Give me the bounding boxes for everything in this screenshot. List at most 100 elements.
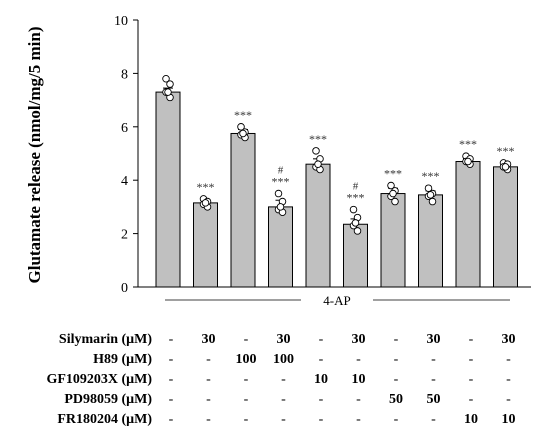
bar bbox=[343, 223, 368, 288]
data-point bbox=[349, 205, 358, 214]
significance-stars: *** bbox=[309, 132, 327, 146]
significance-stars: *** bbox=[459, 137, 477, 151]
treatment-value: 30 bbox=[427, 332, 441, 347]
y-tick-label: 10 bbox=[114, 14, 128, 29]
y-tick-label: 0 bbox=[121, 281, 128, 296]
treatment-value: - bbox=[206, 412, 211, 427]
data-points bbox=[162, 74, 512, 235]
data-point bbox=[426, 191, 435, 199]
group-label: 4-AP bbox=[323, 293, 350, 308]
significance-stars: *** bbox=[422, 169, 440, 183]
data-point bbox=[239, 129, 247, 138]
treatment-value: - bbox=[281, 392, 286, 407]
data-point bbox=[387, 181, 395, 190]
treatment-table: Silymarin (μM) - 30 - 30 - 30 - 30 - 30 H89 (μM) - - 1… bbox=[46, 332, 515, 427]
hash-marker: # bbox=[353, 181, 359, 193]
treatment-label: H89 (μM) bbox=[93, 352, 152, 367]
treatment-value: 30 bbox=[277, 332, 291, 347]
data-point bbox=[391, 197, 399, 206]
treatment-label: GF109203X (μM) bbox=[46, 372, 152, 387]
data-point bbox=[464, 157, 472, 166]
axis-frame bbox=[137, 20, 531, 288]
treatment-value: - bbox=[281, 412, 286, 427]
treatment-value: 30 bbox=[202, 332, 216, 347]
treatment-value: - bbox=[169, 332, 174, 347]
y-tick-label: 8 bbox=[121, 67, 128, 82]
treatment-value: - bbox=[506, 372, 511, 387]
treatment-value: - bbox=[469, 372, 474, 387]
data-point bbox=[351, 219, 360, 227]
treatment-value: 30 bbox=[352, 332, 366, 347]
treatment-value: - bbox=[319, 392, 324, 407]
bar bbox=[493, 166, 518, 288]
treatment-value: - bbox=[244, 372, 249, 387]
bar bbox=[455, 161, 481, 288]
data-point bbox=[312, 147, 320, 155]
data-point bbox=[424, 184, 433, 192]
bar bbox=[380, 193, 406, 288]
treatment-value: - bbox=[169, 352, 174, 367]
treatment-value: - bbox=[356, 392, 361, 407]
significance-stars: *** bbox=[347, 191, 365, 205]
treatment-value: 100 bbox=[273, 352, 294, 367]
bar bbox=[418, 194, 443, 288]
treatment-value: 50 bbox=[427, 392, 441, 407]
treatment-value: 10 bbox=[352, 372, 366, 387]
treatment-value: - bbox=[394, 332, 399, 347]
treatment-value: - bbox=[356, 352, 361, 367]
y-tick-label: 4 bbox=[121, 174, 128, 189]
significance-stars: *** bbox=[272, 175, 290, 189]
treatment-value: 10 bbox=[464, 412, 478, 427]
bar bbox=[155, 91, 181, 288]
y-tick-label: 2 bbox=[121, 228, 128, 243]
treatment-value: - bbox=[169, 412, 174, 427]
data-point bbox=[428, 197, 437, 206]
treatment-value: 10 bbox=[502, 412, 516, 427]
treatment-value: 100 bbox=[236, 352, 257, 367]
bar bbox=[230, 132, 256, 288]
treatment-value: - bbox=[394, 372, 399, 387]
significance-stars: *** bbox=[234, 108, 252, 122]
treatment-value: - bbox=[469, 392, 474, 407]
hash-marker: # bbox=[278, 165, 284, 177]
treatment-value: - bbox=[431, 352, 436, 367]
treatment-value: - bbox=[394, 352, 399, 367]
bar bbox=[305, 163, 331, 288]
y-axis: 0 2 4 6 8 10 bbox=[114, 14, 138, 296]
treatment-value: - bbox=[469, 352, 474, 367]
treatment-value: - bbox=[356, 412, 361, 427]
treatment-value: 10 bbox=[314, 372, 328, 387]
y-axis-label: Glutamate release (nmol/mg/5 min) bbox=[25, 26, 44, 283]
treatment-label: PD98059 (μM) bbox=[64, 392, 152, 407]
data-point bbox=[162, 74, 170, 83]
y-tick-label: 6 bbox=[121, 121, 128, 136]
data-point bbox=[501, 163, 510, 171]
data-point bbox=[166, 80, 174, 88]
treatment-value: - bbox=[319, 352, 324, 367]
bar bbox=[193, 202, 218, 288]
data-point bbox=[389, 189, 397, 198]
treatment-value: - bbox=[431, 372, 436, 387]
treatment-value: - bbox=[506, 392, 511, 407]
treatment-value: - bbox=[169, 392, 174, 407]
treatment-value: - bbox=[319, 332, 324, 347]
data-point bbox=[314, 160, 322, 168]
treatment-value: - bbox=[206, 392, 211, 407]
significance-stars: *** bbox=[384, 167, 402, 181]
significance-stars: *** bbox=[497, 144, 515, 158]
treatment-label: Silymarin (μM) bbox=[59, 332, 152, 347]
treatment-value: - bbox=[319, 412, 324, 427]
data-point bbox=[353, 227, 362, 235]
treatment-value: - bbox=[506, 352, 511, 367]
group-line: 4-AP bbox=[165, 293, 510, 308]
data-point bbox=[164, 88, 172, 96]
treatment-value: 30 bbox=[502, 332, 516, 347]
data-point bbox=[276, 203, 285, 211]
bar bbox=[268, 206, 293, 288]
data-point bbox=[237, 123, 245, 131]
treatment-value: - bbox=[206, 372, 211, 387]
treatment-value: - bbox=[169, 372, 174, 387]
treatment-value: - bbox=[431, 412, 436, 427]
significance-stars: *** bbox=[197, 180, 215, 194]
